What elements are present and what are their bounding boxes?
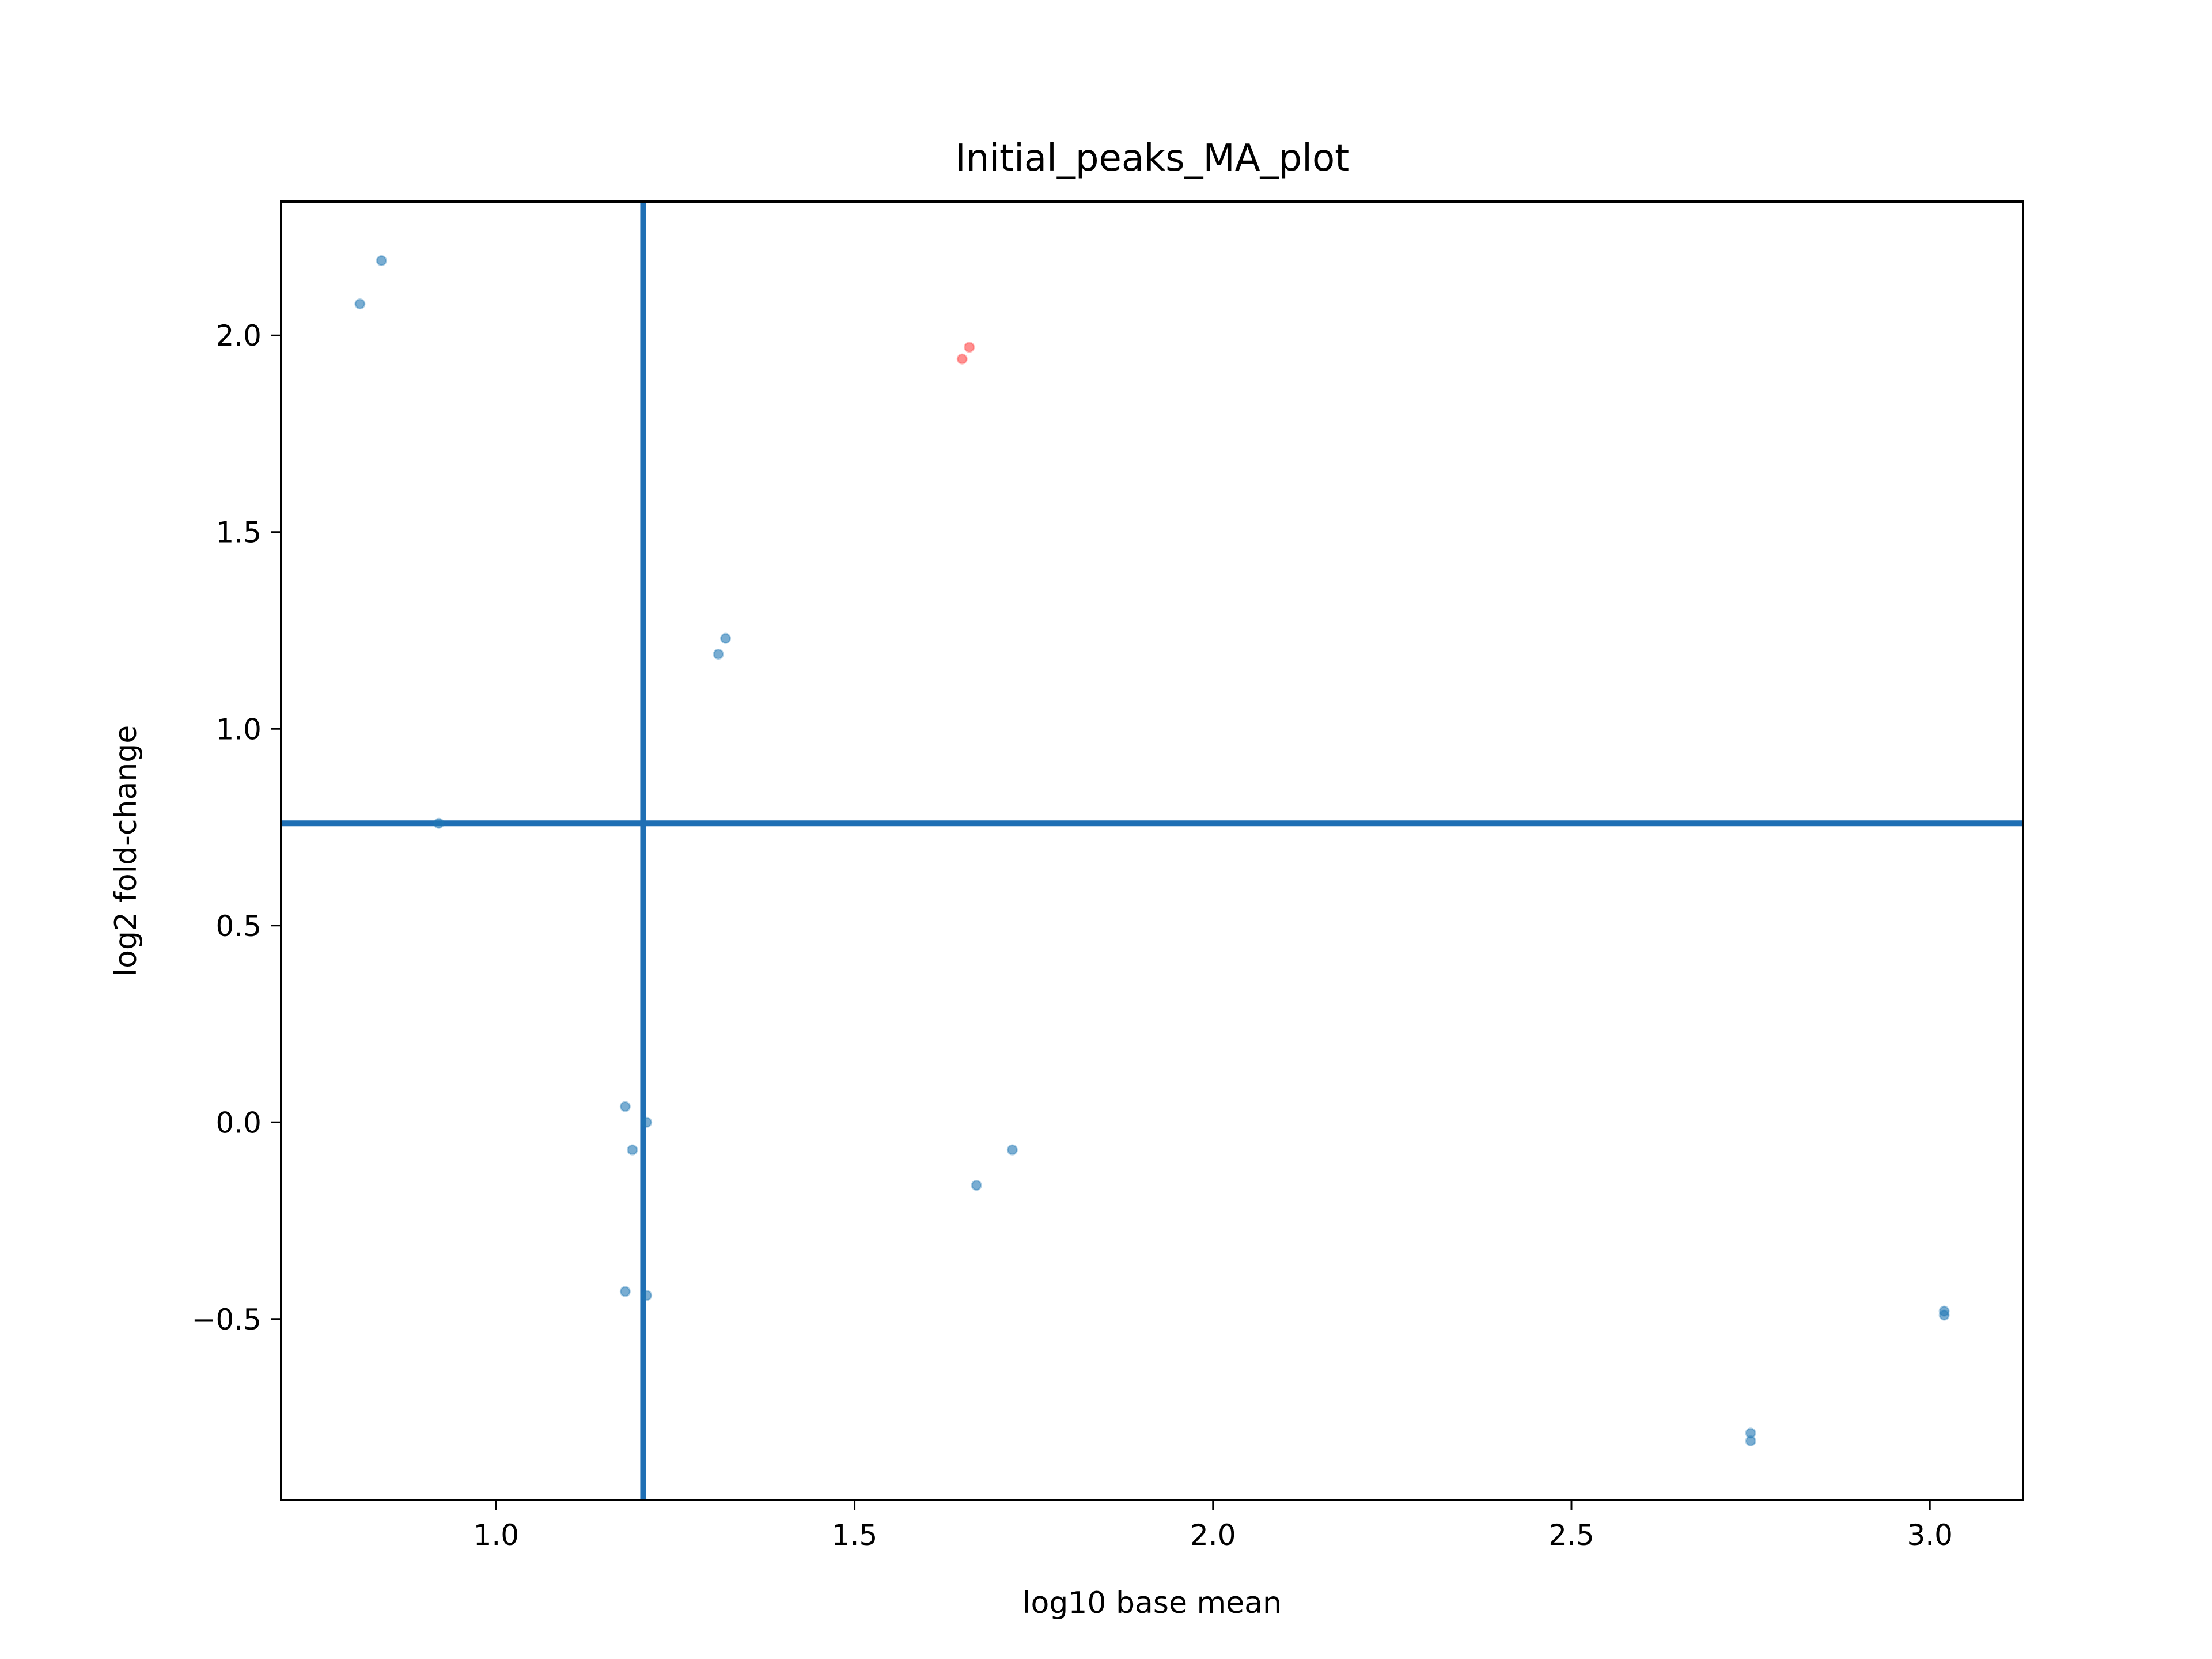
scatter-point [619, 1101, 631, 1112]
scatter-point [1745, 1435, 1756, 1447]
scatter-point [433, 817, 445, 829]
scatter-point [376, 255, 387, 266]
scatter-point [713, 648, 724, 660]
x-tick-label: 1.0 [474, 1518, 520, 1552]
scatter-point [354, 298, 366, 310]
y-axis-label: log2 fold-change [109, 725, 143, 977]
y-tick-label: 1.0 [215, 713, 262, 746]
scatter-point [627, 1144, 638, 1156]
scatter-point [720, 632, 732, 644]
reference-lines [281, 202, 2023, 1500]
x-tick-label: 2.5 [1548, 1518, 1594, 1552]
y-axis: −0.5 0.0 0.5 1.0 1.5 2.0 [192, 319, 281, 1336]
x-tick-label: 1.5 [832, 1518, 878, 1552]
plot-area [280, 200, 2024, 1501]
y-tick-label: −0.5 [192, 1303, 262, 1336]
scatter-point [956, 353, 968, 365]
y-tick-label: 0.5 [215, 910, 262, 943]
y-tick-label: 2.0 [215, 319, 262, 353]
y-tick-label: 0.0 [215, 1106, 262, 1139]
plot-frame [280, 200, 2024, 1501]
x-axis-label: log10 base mean [1022, 1586, 1282, 1620]
scatter-point [971, 1180, 982, 1191]
scatter-point [641, 1116, 653, 1128]
scatter-point [964, 342, 975, 353]
x-axis: 1.0 1.5 2.0 2.5 3.0 [474, 1500, 1953, 1552]
x-tick-label: 2.0 [1190, 1518, 1236, 1552]
chart-title: Initial_peaks_MA_plot [955, 137, 1349, 180]
scatter-point [619, 1286, 631, 1297]
x-tick-label: 3.0 [1907, 1518, 1953, 1552]
scatter-point [1938, 1309, 1950, 1321]
scatter-point [641, 1290, 653, 1301]
data-points [354, 255, 1950, 1447]
y-tick-label: 1.5 [215, 516, 262, 550]
scatter-point [1006, 1144, 1018, 1156]
